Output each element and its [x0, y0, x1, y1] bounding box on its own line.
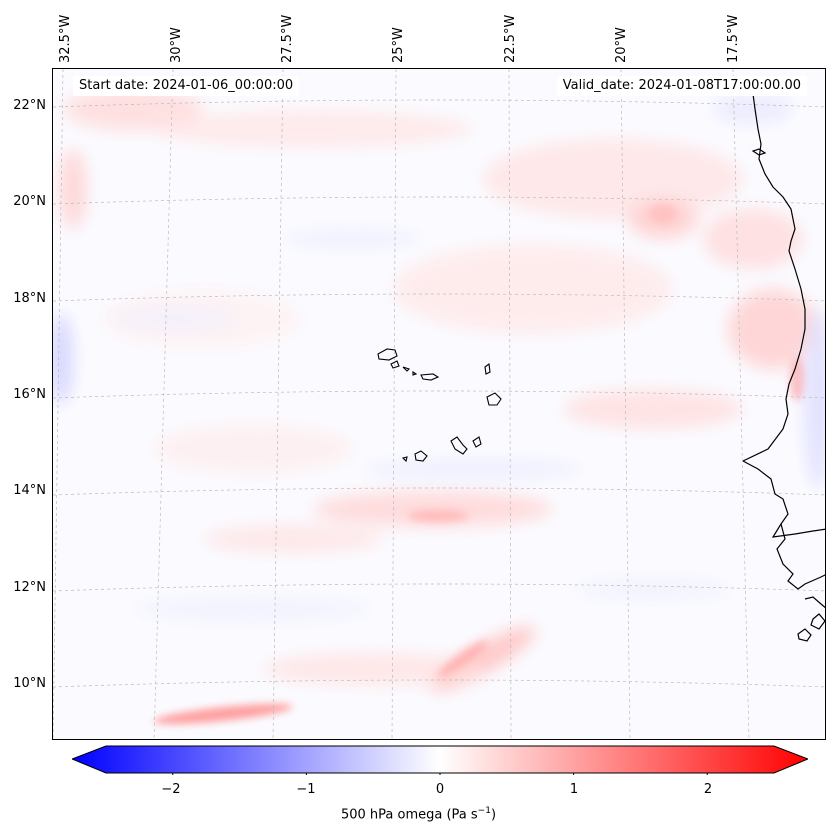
lon-label: 30°W: [169, 27, 184, 63]
lon-label: 32.5°W: [58, 14, 73, 63]
lat-label: 12°N: [13, 580, 46, 595]
lat-label: 18°N: [13, 291, 46, 306]
lat-label: 14°N: [13, 483, 46, 498]
valid-date-label: Valid_date: 2024-01-08T17:00:00.00: [556, 76, 807, 96]
strong-positive-omega: [153, 204, 806, 725]
lon-label: 17.5°W: [726, 14, 741, 63]
map-panel: [52, 68, 826, 740]
lon-label: 27.5°W: [280, 14, 295, 63]
coastline: [742, 93, 825, 642]
gridlines: [53, 69, 825, 739]
colorbar-tick-label: 1: [569, 782, 579, 797]
lat-label: 16°N: [13, 387, 46, 402]
start-date-label: Start date: 2024-01-06_00:00:00: [73, 76, 300, 96]
lat-label: 10°N: [13, 676, 46, 691]
omega-field: [53, 69, 825, 739]
colorbar-tick-label: −1: [296, 782, 316, 797]
positive-omega-areas: [59, 87, 818, 692]
lon-label: 25°W: [391, 27, 406, 63]
colorbar-tick-label: −2: [161, 782, 181, 797]
lon-label: 22.5°W: [503, 14, 518, 63]
lat-label: 22°N: [13, 98, 46, 113]
cape-verde-islands: [377, 348, 502, 463]
negative-omega-areas: [53, 94, 825, 623]
colorbar-label: 500 hPa omega (Pa s−1): [340, 806, 497, 823]
lat-label: 20°N: [13, 194, 46, 209]
colorbar-tick-label: 0: [435, 782, 445, 797]
colorbar: [72, 745, 808, 775]
colorbar-tick-label: 2: [703, 782, 713, 797]
lon-label: 20°W: [614, 27, 629, 63]
